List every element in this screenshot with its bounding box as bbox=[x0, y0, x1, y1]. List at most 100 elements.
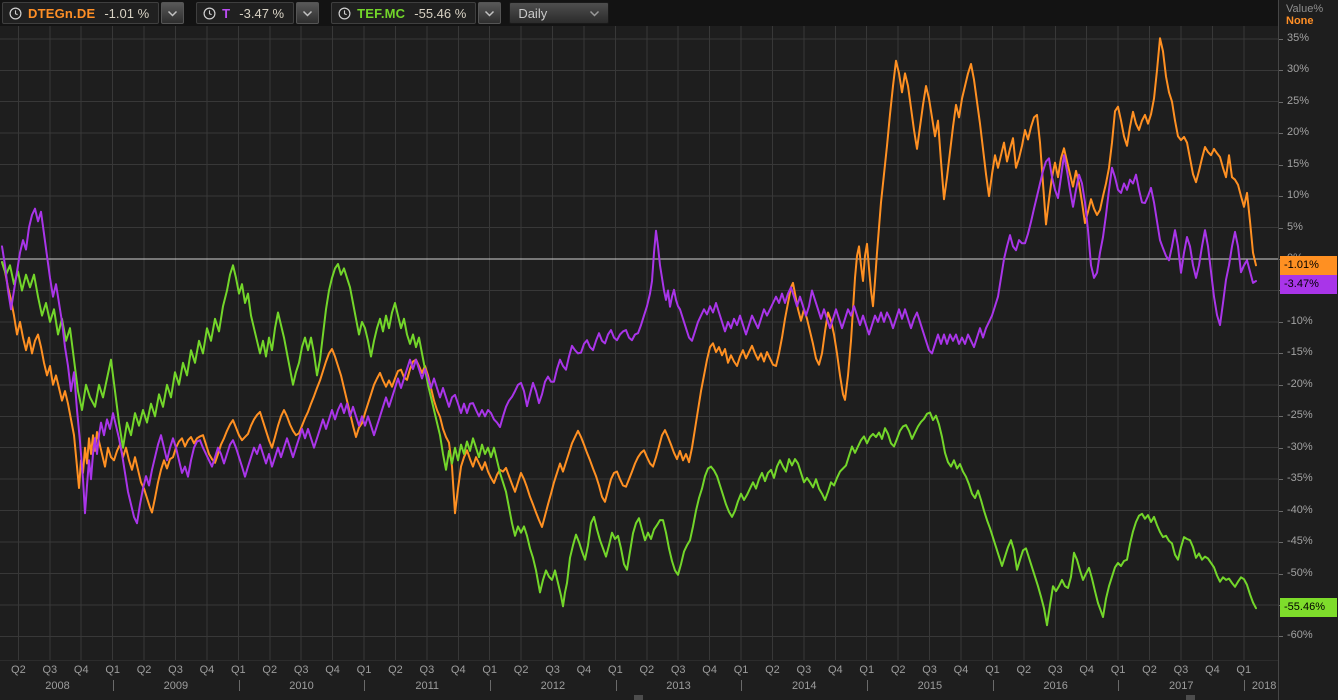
x-quarter-label: Q3 bbox=[168, 664, 183, 676]
x-quarter-label: Q3 bbox=[922, 664, 937, 676]
x-quarter-label: Q4 bbox=[325, 664, 340, 676]
x-quarter-label: Q2 bbox=[639, 664, 655, 676]
chevron-down-icon[interactable] bbox=[161, 2, 185, 24]
instrument-change: -1.01 % bbox=[104, 5, 150, 21]
instrument-symbol: TEF.MC bbox=[357, 5, 406, 21]
chart-plot-area[interactable] bbox=[0, 26, 1278, 660]
x-quarter-label: Q2 bbox=[765, 664, 780, 676]
x-quarter-label: Q4 bbox=[199, 664, 215, 676]
x-quarter-label: Q3 bbox=[796, 664, 812, 676]
instrument-change: -3.47 % bbox=[239, 5, 285, 21]
x-quarter-label: Q4 bbox=[1205, 664, 1220, 676]
value-axis-subheader: None bbox=[1286, 15, 1314, 27]
x-year-label: 2017 bbox=[1169, 680, 1194, 692]
x-quarter-label: Q2 bbox=[11, 664, 26, 676]
y-tick-mark bbox=[1279, 479, 1283, 481]
x-quarter-label: Q3 bbox=[419, 664, 435, 676]
y-tick-label: 10% bbox=[1287, 189, 1310, 202]
x-year-label: 2008 bbox=[45, 680, 70, 692]
y-tick-mark bbox=[1279, 447, 1283, 449]
x-quarter-label: Q1 bbox=[1110, 664, 1126, 676]
y-tick-mark bbox=[1279, 321, 1283, 323]
x-quarter-label: Q3 bbox=[545, 664, 560, 676]
y-axis: Value% None 35%30%25%20%15%10%5%0%-5%-10… bbox=[1278, 0, 1338, 700]
series-line-TEF.MC bbox=[1, 261, 1257, 627]
x-year-label: 2018 bbox=[1251, 680, 1277, 692]
price-marker: -3.47% bbox=[1280, 275, 1337, 295]
year-boundary-tick bbox=[239, 680, 240, 691]
x-quarter-label: Q2 bbox=[1016, 664, 1032, 676]
toolbar: DTEGn.DE -1.01 % T -3.47 % bbox=[0, 0, 1338, 26]
y-tick-mark bbox=[1279, 227, 1283, 229]
x-quarter-label: Q4 bbox=[576, 664, 592, 676]
y-tick-label: 35% bbox=[1287, 31, 1310, 44]
x-year-label: 2016 bbox=[1043, 680, 1068, 692]
instrument-change: -55.46 % bbox=[414, 5, 467, 21]
year-boundary-tick bbox=[113, 680, 114, 691]
series-line-T bbox=[1, 154, 1257, 525]
interval-dropdown[interactable]: Daily bbox=[509, 2, 610, 24]
x-quarter-label: Q3 bbox=[1047, 664, 1063, 676]
y-tick-mark bbox=[1279, 70, 1283, 72]
x-quarter-label: Q2 bbox=[513, 664, 529, 676]
y-tick-mark bbox=[1279, 510, 1283, 512]
scrollbar-handle-left[interactable] bbox=[634, 695, 643, 700]
y-tick-label: -50% bbox=[1287, 566, 1313, 579]
x-quarter-label: Q1 bbox=[608, 664, 623, 676]
x-quarter-label: Q1 bbox=[356, 664, 372, 676]
year-boundary-tick bbox=[741, 680, 742, 691]
y-tick-mark bbox=[1279, 416, 1283, 418]
x-quarter-label: Q3 bbox=[1173, 664, 1189, 676]
chevron-down-icon bbox=[590, 10, 600, 17]
x-quarter-label: Q4 bbox=[827, 664, 843, 676]
instrument-badge-tefmc[interactable]: TEF.MC -55.46 % bbox=[331, 2, 477, 24]
y-tick-mark bbox=[1279, 353, 1283, 355]
x-quarter-label: Q3 bbox=[293, 664, 309, 676]
y-tick-label: 25% bbox=[1287, 94, 1310, 107]
chart-canvas bbox=[0, 26, 1278, 660]
x-year-label: 2009 bbox=[163, 680, 189, 692]
year-boundary-tick bbox=[1244, 680, 1245, 691]
x-year-label: 2010 bbox=[289, 680, 314, 692]
y-tick-mark bbox=[1279, 636, 1283, 638]
y-tick-label: 5% bbox=[1287, 220, 1303, 233]
y-tick-mark bbox=[1279, 196, 1283, 198]
year-boundary-tick bbox=[993, 680, 994, 691]
x-quarter-label: Q2 bbox=[136, 664, 152, 676]
x-quarter-label: Q1 bbox=[859, 664, 875, 676]
instrument-group-2: T -3.47 % bbox=[196, 2, 320, 24]
x-quarter-label: Q1 bbox=[985, 664, 1000, 676]
x-quarter-label: Q4 bbox=[73, 664, 89, 676]
series-line-DTEGn.DE bbox=[1, 37, 1257, 528]
chevron-down-icon[interactable] bbox=[478, 2, 502, 24]
price-marker: -55.46% bbox=[1280, 598, 1337, 618]
value-axis-header: Value% bbox=[1286, 3, 1324, 15]
price-marker: -1.01% bbox=[1280, 255, 1337, 275]
instrument-badge-t[interactable]: T -3.47 % bbox=[196, 2, 295, 24]
year-boundary-tick bbox=[616, 680, 617, 691]
x-quarter-label: Q2 bbox=[388, 664, 403, 676]
instrument-badge-dtegn[interactable]: DTEGn.DE -1.01 % bbox=[2, 2, 160, 24]
y-tick-label: 15% bbox=[1287, 157, 1310, 170]
x-quarter-label: Q3 bbox=[670, 664, 686, 676]
x-quarter-label: Q4 bbox=[450, 664, 466, 676]
instrument-symbol: DTEGn.DE bbox=[28, 5, 96, 21]
y-tick-label: -40% bbox=[1287, 503, 1313, 516]
x-quarter-label: Q4 bbox=[702, 664, 717, 676]
instrument-symbol: T bbox=[222, 5, 231, 21]
x-year-label: 2011 bbox=[415, 680, 440, 692]
scrollbar-handle-right[interactable] bbox=[1186, 695, 1195, 700]
y-tick-label: -60% bbox=[1287, 629, 1313, 642]
x-quarter-label: Q1 bbox=[230, 664, 246, 676]
y-tick-mark bbox=[1279, 384, 1283, 386]
x-year-label: 2015 bbox=[917, 680, 943, 692]
y-tick-label: -45% bbox=[1287, 535, 1313, 548]
x-quarter-label: Q2 bbox=[890, 664, 906, 676]
interval-label: Daily bbox=[518, 5, 548, 21]
chevron-down-icon[interactable] bbox=[296, 2, 320, 24]
y-tick-mark bbox=[1279, 38, 1283, 40]
x-quarter-label: Q1 bbox=[482, 664, 498, 676]
y-tick-mark bbox=[1279, 573, 1283, 575]
clock-icon bbox=[203, 6, 216, 20]
